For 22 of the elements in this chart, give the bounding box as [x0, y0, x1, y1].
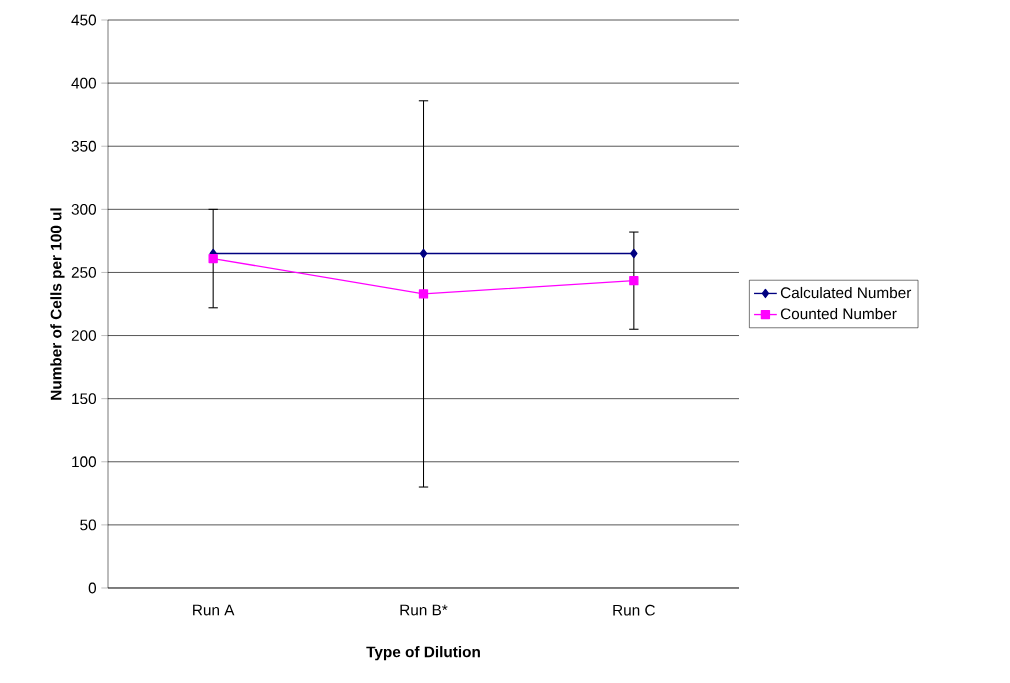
- x-axis-title: Type of Dilution: [366, 646, 480, 661]
- x-tick-label: Run A: [193, 604, 235, 616]
- y-tick-label: 350: [71, 140, 97, 152]
- point: [419, 248, 428, 259]
- y-tick-label: 150: [72, 393, 97, 405]
- legend-label: Calculated Number: [780, 286, 912, 299]
- y-tick-label: 50: [80, 519, 97, 531]
- x-tick-label: Run B*: [400, 604, 448, 616]
- y-tick-label: 0: [88, 582, 97, 594]
- x-tick-label: Run C: [613, 604, 655, 616]
- y-tick-label: 250: [71, 267, 97, 278]
- y-tick-label: 300: [71, 203, 97, 215]
- y-axis-title: Number of Cells per 100 ul: [50, 208, 65, 400]
- legend-label: Counted Number: [780, 308, 897, 320]
- y-tick-label: 200: [71, 330, 97, 341]
- point: [630, 248, 638, 259]
- y-tick-label: 400: [71, 77, 97, 89]
- point: [629, 275, 639, 286]
- y-tick-label: 100: [72, 456, 97, 468]
- y-tick-label: 450: [71, 14, 97, 26]
- point: [418, 289, 429, 299]
- point: [208, 253, 218, 264]
